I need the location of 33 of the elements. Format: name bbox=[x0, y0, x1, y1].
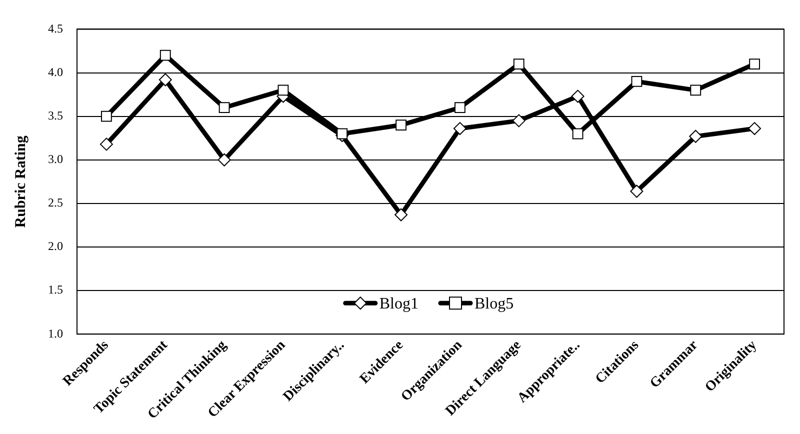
y-tick-label: 3.0 bbox=[48, 152, 63, 166]
point bbox=[218, 153, 231, 166]
legend-label: Blog5 bbox=[474, 295, 514, 312]
point bbox=[160, 50, 171, 61]
point bbox=[454, 102, 466, 114]
point bbox=[631, 76, 642, 87]
legend-label: Blog1 bbox=[379, 295, 419, 312]
y-tick-label: 3.5 bbox=[48, 108, 63, 122]
point bbox=[572, 128, 584, 140]
y-tick-label: 2.0 bbox=[48, 239, 63, 254]
point bbox=[748, 122, 762, 136]
y-tick-label: 2.5 bbox=[48, 196, 63, 210]
point bbox=[218, 102, 230, 114]
y-tick-label: 1.0 bbox=[48, 326, 63, 340]
point bbox=[396, 120, 406, 130]
y-tick-label: 1.5 bbox=[48, 282, 63, 297]
y-tick-label: 4.5 bbox=[48, 21, 63, 36]
point bbox=[690, 84, 702, 96]
point bbox=[100, 138, 113, 151]
point bbox=[513, 58, 524, 70]
point bbox=[689, 130, 702, 143]
point bbox=[453, 122, 466, 136]
point bbox=[571, 90, 584, 103]
y-axis-title: Rubric Rating bbox=[12, 135, 29, 228]
point bbox=[630, 184, 644, 198]
point bbox=[512, 114, 526, 128]
y-tick-label: 4.0 bbox=[48, 64, 63, 79]
point bbox=[749, 58, 760, 70]
point bbox=[336, 128, 348, 140]
point bbox=[278, 84, 289, 96]
point bbox=[158, 73, 172, 86]
point bbox=[394, 208, 408, 222]
point bbox=[101, 110, 112, 122]
